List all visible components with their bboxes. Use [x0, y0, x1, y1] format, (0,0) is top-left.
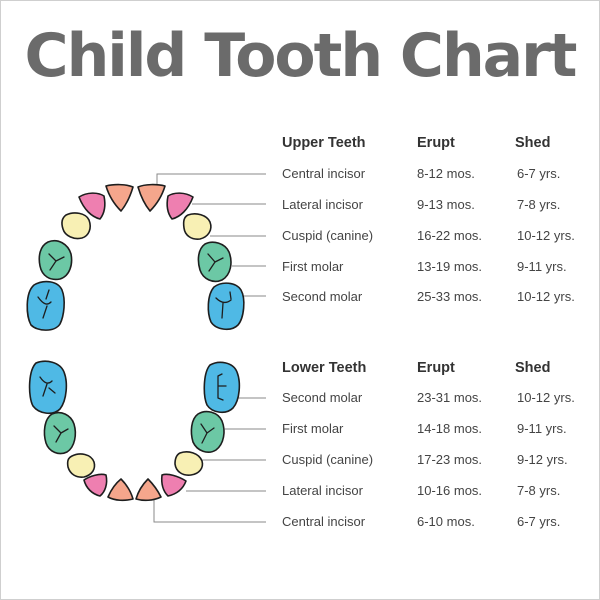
upper-leader-lines [156, 173, 266, 297]
lower-row-name: First molar [282, 421, 344, 436]
upper-row-shed: 9-11 yrs. [517, 259, 567, 274]
lower-left-canine-tooth [66, 453, 96, 478]
upper-right-canine-tooth [182, 213, 212, 240]
lower-row-erupt: 23-31 mos. [417, 390, 483, 405]
leader-upper-central-incisor [156, 173, 266, 187]
lower-row-erupt: 14-18 mos. [417, 421, 483, 436]
lower-row-shed: 10-12 yrs. [517, 390, 575, 405]
lower-header-erupt: Erupt [417, 360, 455, 376]
upper-left-second-molar-tooth [26, 280, 65, 331]
upper-row-name: Second molar [282, 289, 363, 304]
upper-arch [26, 183, 245, 331]
lower-arch [28, 360, 241, 502]
upper-right-central-incisor-tooth [137, 183, 166, 212]
upper-row-erupt: 25-33 mos. [417, 289, 483, 304]
upper-left-central-incisor-tooth [105, 183, 134, 212]
lower-row-erupt: 17-23 mos. [417, 452, 483, 467]
lower-row-erupt: 6-10 mos. [417, 514, 475, 529]
upper-row-erupt: 9-13 mos. [417, 197, 475, 212]
upper-row-erupt: 16-22 mos. [417, 228, 483, 243]
lower-row-name: Second molar [282, 390, 363, 405]
upper-header-shed: Shed [515, 135, 551, 151]
lower-left-second-molar-tooth [28, 360, 68, 415]
page-title: Child Tooth Chart [24, 21, 578, 91]
lower-row-shed: 6-7 yrs. [517, 514, 561, 529]
upper-row-name: First molar [282, 259, 344, 274]
upper-left-lateral-incisor-tooth [78, 192, 106, 220]
lower-right-central-incisor-tooth [135, 478, 162, 502]
lower-row-name: Lateral incisor [282, 483, 363, 498]
lower-header-shed: Shed [515, 360, 551, 376]
upper-right-second-molar-tooth [207, 282, 245, 331]
lower-left-central-incisor-tooth [107, 478, 134, 502]
lower-row-shed: 7-8 yrs. [517, 483, 561, 498]
lower-row-name: Central incisor [282, 514, 366, 529]
upper-row-name: Lateral incisor [282, 197, 363, 212]
upper-row-erupt: 8-12 mos. [417, 166, 475, 181]
leader-lower-central-incisor [153, 500, 266, 523]
upper-header-name: Upper Teeth [282, 135, 366, 151]
upper-right-lateral-incisor-tooth [166, 192, 194, 220]
lower-right-second-molar-tooth [203, 361, 241, 414]
lower-row-erupt: 10-16 mos. [417, 483, 483, 498]
upper-header-erupt: Erupt [417, 135, 455, 151]
lower-left-lateral-incisor-tooth [83, 473, 108, 497]
upper-row-shed: 7-8 yrs. [517, 197, 561, 212]
upper-row-name: Cuspid (canine) [282, 228, 374, 243]
lower-row-shed: 9-12 yrs. [517, 452, 568, 467]
lower-header-name: Lower Teeth [282, 360, 367, 376]
upper-row-shed: 6-7 yrs. [517, 166, 561, 181]
upper-row-shed: 10-12 yrs. [517, 289, 575, 304]
lower-row-shed: 9-11 yrs. [517, 421, 567, 436]
lower-row-name: Cuspid (canine) [282, 452, 374, 467]
lower-left-first-molar-tooth [43, 411, 77, 455]
lower-right-lateral-incisor-tooth [160, 473, 187, 497]
upper-row-name: Central incisor [282, 166, 366, 181]
upper-row-erupt: 13-19 mos. [417, 259, 483, 274]
lower-right-canine-tooth [174, 451, 204, 476]
upper-left-canine-tooth [61, 212, 91, 240]
lower-leader-lines [153, 397, 266, 523]
upper-row-shed: 10-12 yrs. [517, 228, 575, 243]
